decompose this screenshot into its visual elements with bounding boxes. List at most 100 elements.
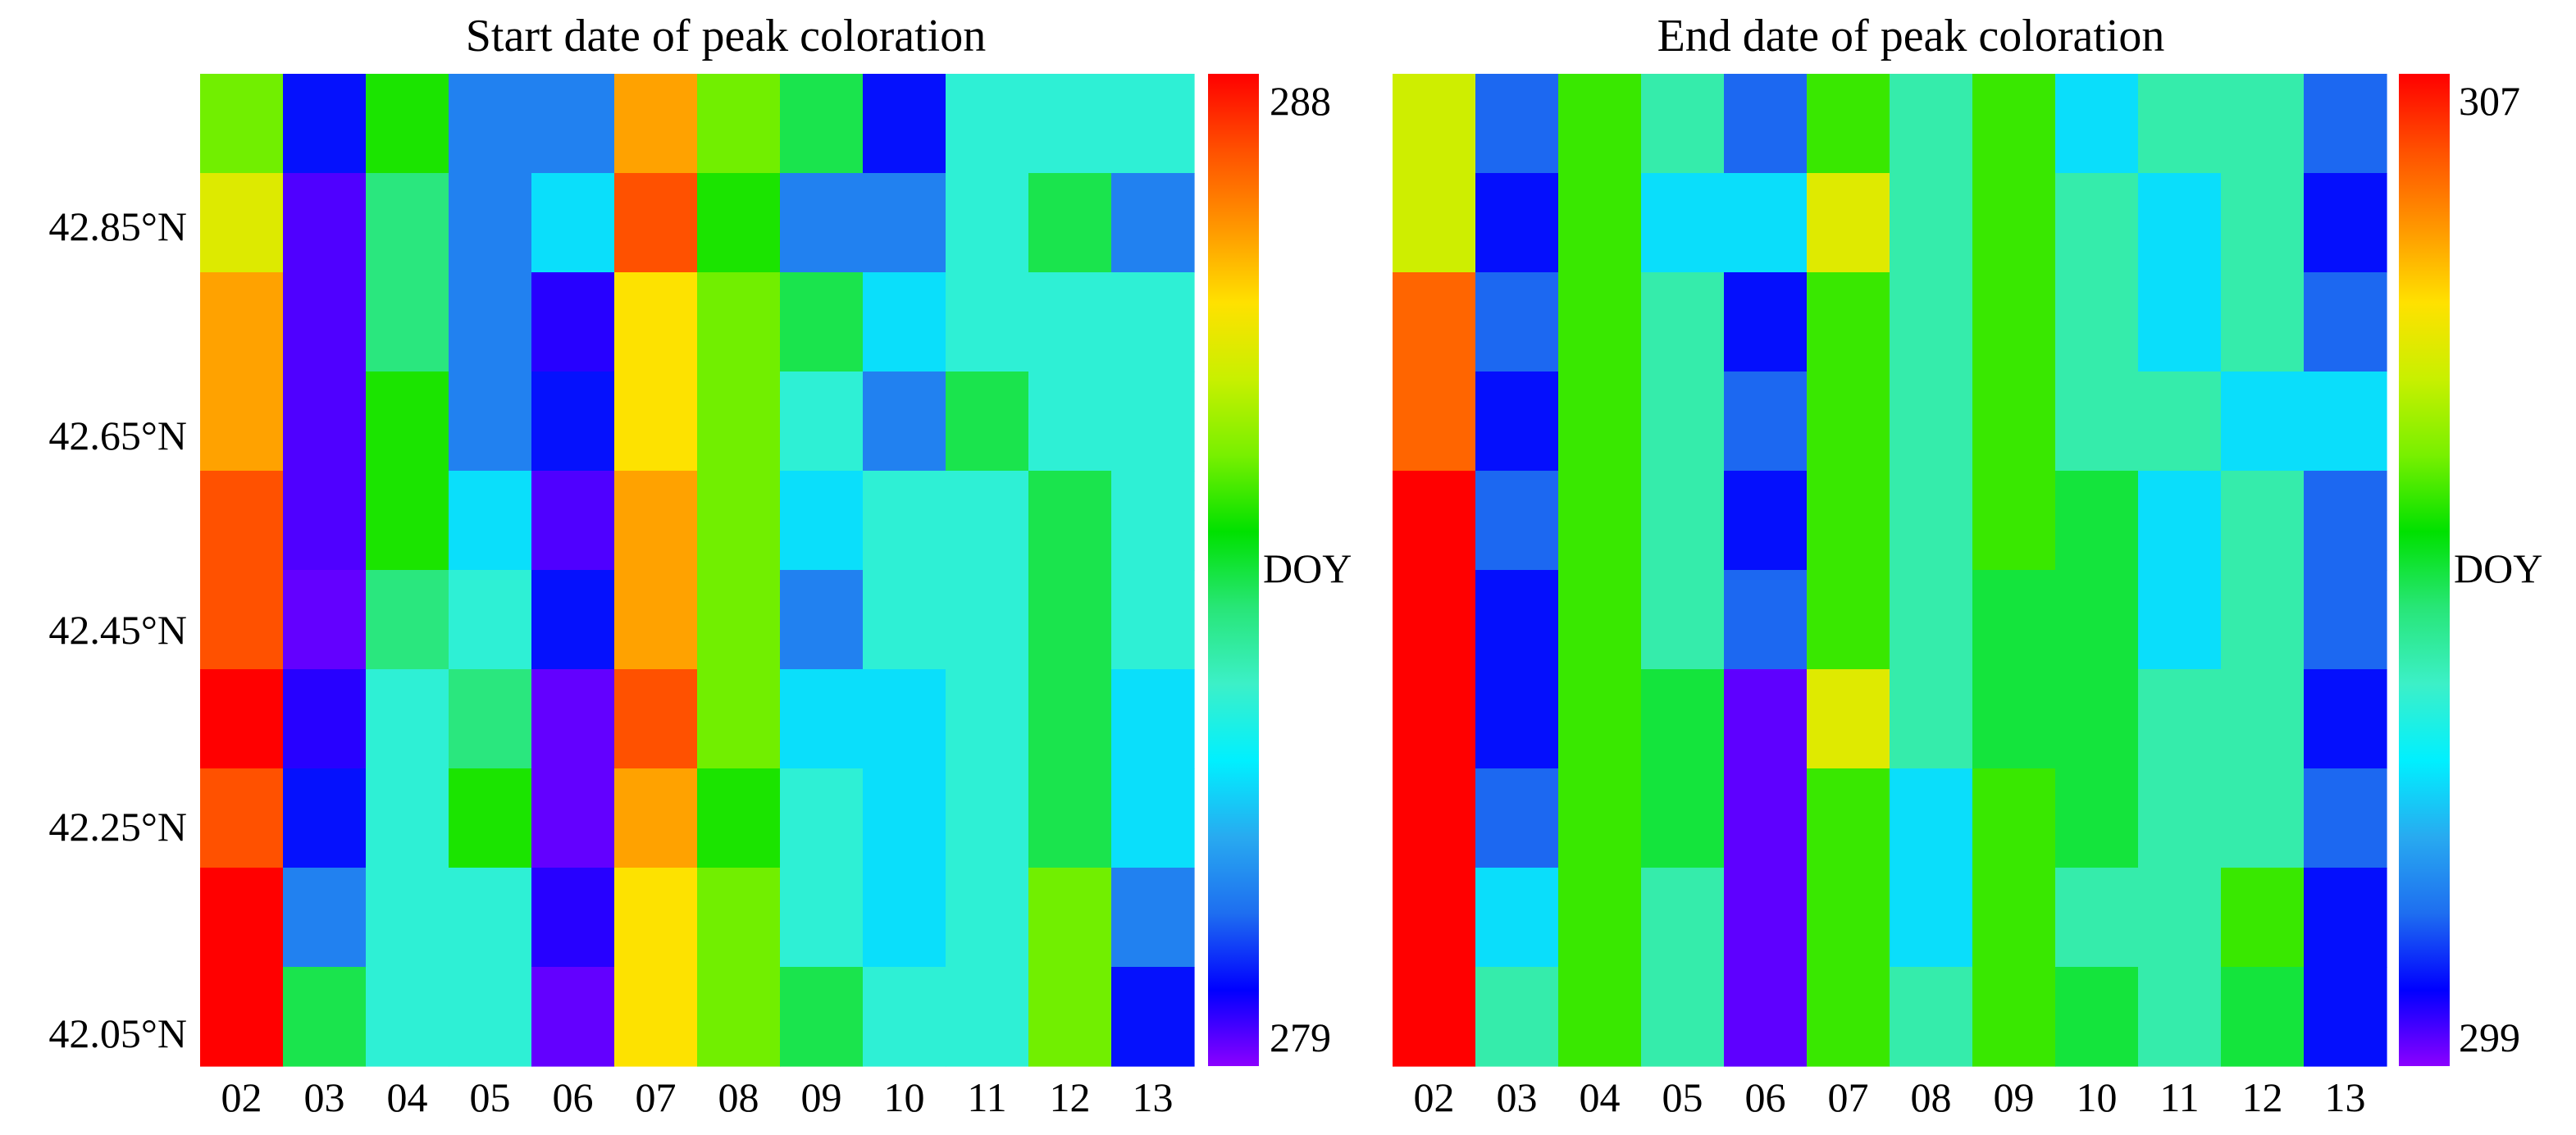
heatmap-cell xyxy=(1111,74,1195,174)
heatmap-cell xyxy=(1972,371,2056,472)
heatmap-cell xyxy=(366,173,449,273)
heatmap-cell xyxy=(1890,669,1973,769)
heatmap-cell xyxy=(1724,768,1808,868)
heatmap-cell xyxy=(863,669,946,769)
x-tick-label: 09 xyxy=(801,1074,842,1120)
x-axis-labels-start: 02 03 04 05 06 07 08 09 10 11 12 13 xyxy=(221,1074,1174,1120)
heatmap-cell xyxy=(2138,371,2222,472)
heatmap-cell xyxy=(283,768,367,868)
heatmap-cell xyxy=(200,371,284,472)
heatmap-cell xyxy=(697,74,781,174)
heatmap-cell xyxy=(946,868,1029,968)
colorbar-gradient xyxy=(2399,74,2450,1066)
x-tick-label: 02 xyxy=(221,1074,262,1120)
heatmap-cell xyxy=(2221,967,2305,1067)
heatmap-cell xyxy=(946,570,1029,670)
heatmap-cell xyxy=(946,669,1029,769)
x-axis-labels-end: 02 03 04 05 06 07 08 09 10 11 12 13 xyxy=(1414,1074,2366,1120)
heatmap-cell xyxy=(1972,173,2056,273)
heatmap-cell xyxy=(1807,74,1890,174)
x-tick-label: 10 xyxy=(2077,1074,2118,1120)
heatmap-cell xyxy=(863,272,946,372)
heatmap-cell xyxy=(1475,371,1559,472)
x-tick-label: 05 xyxy=(470,1074,511,1120)
heatmap-cell xyxy=(1393,669,1476,769)
heatmap-cell xyxy=(1724,371,1808,472)
heatmap-cell xyxy=(1807,967,1890,1067)
heatmap-cell xyxy=(1393,371,1476,472)
heatmap-cell xyxy=(283,967,367,1067)
heatmap-cell xyxy=(1558,272,1642,372)
heatmap-cell xyxy=(946,768,1029,868)
heatmap-cell xyxy=(1724,967,1808,1067)
heatmap-cell xyxy=(1028,471,1112,571)
heatmap-cell xyxy=(531,272,615,372)
heatmap-cell xyxy=(780,868,864,968)
heatmap-cell xyxy=(1807,371,1890,472)
heatmap-cell xyxy=(1111,272,1195,372)
heatmap-cell xyxy=(2055,570,2139,670)
heatmap-cell xyxy=(449,669,532,769)
heatmap-cell xyxy=(614,768,698,868)
heatmap-cell xyxy=(366,74,449,174)
heatmap-cell xyxy=(1111,371,1195,472)
heatmap-cell xyxy=(531,868,615,968)
heatmap-cell xyxy=(2221,768,2305,868)
heatmap-cell xyxy=(780,371,864,472)
heatmap-cell xyxy=(780,471,864,571)
heatmap-cell xyxy=(1890,471,1973,571)
heatmap-cell xyxy=(780,74,864,174)
heatmap-cell xyxy=(1111,669,1195,769)
heatmap-cell xyxy=(200,868,284,968)
heatmap-cell xyxy=(1807,173,1890,273)
heatmap-cell xyxy=(1724,74,1808,174)
heatmap-cell xyxy=(1972,868,2056,968)
chart-title-start: Start date of peak coloration xyxy=(466,11,986,62)
heatmap-cells-start xyxy=(200,74,1195,1067)
heatmap-cell xyxy=(1724,471,1808,571)
x-tick-label: 09 xyxy=(1994,1074,2035,1120)
x-tick-label: 03 xyxy=(304,1074,345,1120)
heatmap-cell xyxy=(2055,669,2139,769)
heatmap-panel-end: End date of peak coloration 02 03 04 05 06 07… xyxy=(1393,11,2542,1120)
heatmap-cell xyxy=(614,471,698,571)
heatmap-cell xyxy=(1890,74,1973,174)
heatmap-cell xyxy=(1890,371,1973,472)
heatmap-cell xyxy=(614,173,698,273)
heatmap-cell xyxy=(1393,768,1476,868)
heatmap-cells-end xyxy=(1393,74,2387,1067)
heatmap-cell xyxy=(946,74,1029,174)
heatmap-cell xyxy=(863,471,946,571)
heatmap-cell xyxy=(1475,74,1559,174)
heatmap-cell xyxy=(946,371,1029,472)
heatmap-cell xyxy=(2304,173,2387,273)
heatmap-cell xyxy=(863,967,946,1067)
y-tick-label: 42.25°N xyxy=(48,804,187,850)
heatmap-cell xyxy=(946,471,1029,571)
heatmap-cell xyxy=(1393,272,1476,372)
x-tick-label: 03 xyxy=(1497,1074,1538,1120)
colorbar-title: DOY xyxy=(1263,545,1352,591)
heatmap-cell xyxy=(1475,967,1559,1067)
heatmap-cell xyxy=(2138,967,2222,1067)
heatmap-cell xyxy=(449,471,532,571)
colorbar-end: 307 DOY 299 xyxy=(2399,74,2542,1066)
heatmap-cell xyxy=(1807,471,1890,571)
heatmap-cell xyxy=(2304,272,2387,372)
x-tick-label: 12 xyxy=(2242,1074,2283,1120)
heatmap-cell xyxy=(1890,768,1973,868)
heatmap-cell xyxy=(1111,173,1195,273)
heatmap-cell xyxy=(697,669,781,769)
heatmap-cell xyxy=(780,272,864,372)
heatmap-cell xyxy=(1558,471,1642,571)
heatmap-cell xyxy=(1393,74,1476,174)
heatmap-cell xyxy=(1641,669,1725,769)
x-tick-label: 08 xyxy=(718,1074,759,1120)
heatmap-cell xyxy=(1724,669,1808,769)
heatmap-cell xyxy=(1724,570,1808,670)
y-tick-label: 42.05°N xyxy=(48,1010,187,1056)
heatmap-cell xyxy=(1890,868,1973,968)
heatmap-cell xyxy=(1558,669,1642,769)
heatmap-cell xyxy=(1028,669,1112,769)
heatmap-cell xyxy=(2138,768,2222,868)
